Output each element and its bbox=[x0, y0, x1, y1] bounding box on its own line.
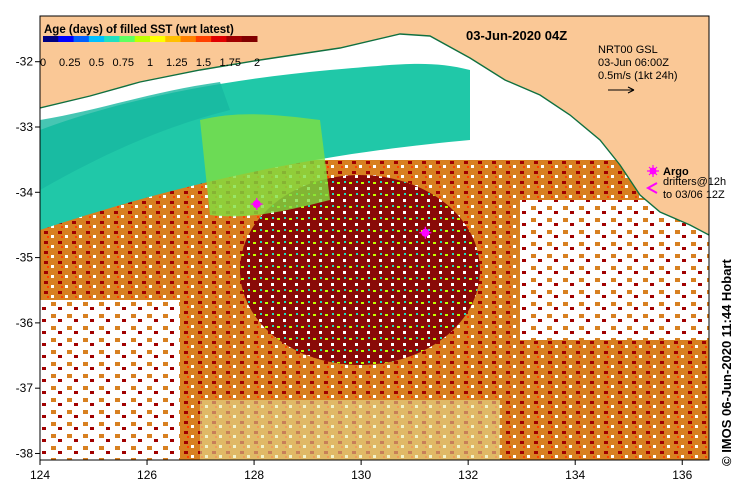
colorbar-cell bbox=[241, 36, 258, 42]
y-tick-label: -35 bbox=[16, 251, 34, 265]
sst-recent-south bbox=[200, 400, 500, 460]
colorbar-ticks: 0 0.25 0.5 0.75 1 1.25 1.5 1.75 2 bbox=[40, 57, 260, 69]
x-tick-label: 126 bbox=[137, 468, 157, 482]
colorbar-tick-label: 0.5 bbox=[89, 57, 104, 69]
colorbar-tick-label: 2 bbox=[254, 57, 260, 69]
y-tick-label: -36 bbox=[16, 316, 34, 330]
colorbar-cell bbox=[165, 36, 182, 42]
colorbar-cell bbox=[104, 36, 120, 42]
y-tick-label: -38 bbox=[16, 446, 34, 460]
sst-old-data-core bbox=[240, 175, 480, 365]
colorbar-tick-label: 0 bbox=[40, 57, 46, 69]
drifters-legend-line1: drifters@12h bbox=[663, 176, 726, 188]
colorbar-tick-label: 0.25 bbox=[59, 57, 80, 69]
longitude-axis: 124 126 128 130 132 134 136 bbox=[30, 460, 693, 482]
sst-cloud-gaps-west bbox=[40, 300, 180, 460]
drifter-legend-icon bbox=[645, 182, 658, 194]
sst-cloud-gaps-east bbox=[520, 200, 709, 340]
current-legend-line1: NRT00 GSL bbox=[598, 44, 658, 56]
argo-legend-icon bbox=[647, 165, 659, 177]
land-australia bbox=[40, 16, 709, 235]
colorbar-cell bbox=[88, 36, 105, 42]
colorbar-cell bbox=[119, 36, 136, 42]
recent-sst-patch bbox=[200, 114, 330, 217]
colorbar-cell bbox=[43, 36, 59, 42]
colorbar bbox=[43, 36, 258, 42]
credit-text: © IMOS 06-Jun-2020 11:44 Hobart bbox=[719, 259, 734, 466]
sst-field bbox=[40, 16, 709, 460]
current-scale-arrow-icon bbox=[608, 86, 635, 94]
latitude-axis: -32 -33 -34 -35 -36 -37 -38 bbox=[16, 55, 40, 460]
colorbar-cell bbox=[195, 36, 212, 42]
colorbar-cell bbox=[134, 36, 151, 42]
current-legend-line2: 03-Jun 06:00Z bbox=[598, 57, 669, 69]
x-tick-label: 132 bbox=[458, 468, 478, 482]
colorbar-tick-label: 1 bbox=[147, 57, 153, 69]
colorbar-cell bbox=[226, 36, 243, 42]
x-tick-label: 134 bbox=[565, 468, 585, 482]
colorbar-tick-label: 1.5 bbox=[196, 57, 211, 69]
current-legend-line3: 0.5m/s (1kt 24h) bbox=[598, 70, 677, 82]
coastline bbox=[40, 33, 709, 236]
argo-float-marker[interactable] bbox=[419, 226, 432, 239]
x-tick-label: 128 bbox=[244, 468, 264, 482]
y-tick-label: -37 bbox=[16, 381, 34, 395]
colorbar-tick-label: 1.25 bbox=[166, 57, 187, 69]
y-tick-label: -34 bbox=[16, 185, 34, 199]
colorbar-tick-label: 0.75 bbox=[113, 57, 134, 69]
y-tick-label: -33 bbox=[16, 120, 34, 134]
colorbar-cell bbox=[58, 36, 75, 42]
colorbar-cell bbox=[211, 36, 227, 42]
argo-float-marker[interactable] bbox=[250, 198, 263, 211]
colorbar-cell bbox=[180, 36, 197, 42]
colorbar-cell bbox=[150, 36, 166, 42]
x-tick-label: 124 bbox=[30, 468, 50, 482]
colorbar-title: Age (days) of filled SST (wrt latest) bbox=[44, 24, 234, 36]
map-title: 03-Jun-2020 04Z bbox=[466, 28, 567, 43]
y-tick-label: -32 bbox=[16, 55, 34, 69]
x-tick-label: 136 bbox=[672, 468, 692, 482]
x-tick-label: 130 bbox=[351, 468, 371, 482]
colorbar-cell bbox=[73, 36, 90, 42]
map-frame bbox=[39, 15, 710, 461]
colorbar-tick-label: 1.75 bbox=[220, 57, 241, 69]
drifters-legend-line2: to 03/06 12Z bbox=[663, 189, 725, 201]
argo-legend-label: Argo bbox=[663, 166, 689, 178]
